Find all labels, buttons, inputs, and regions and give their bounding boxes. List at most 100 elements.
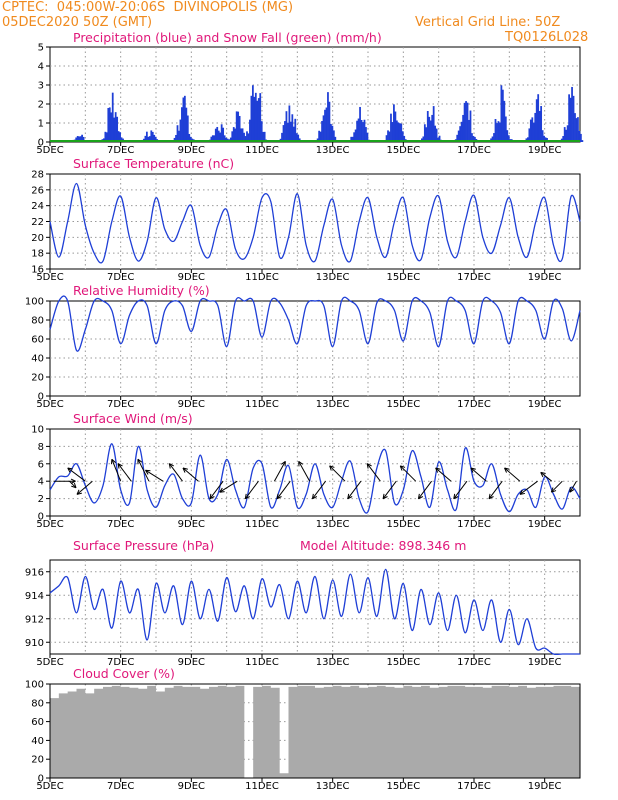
precip-bar <box>79 136 82 142</box>
precip-bar <box>237 111 240 142</box>
precip-bar <box>319 131 322 142</box>
y-tick-label: 24 <box>31 201 44 212</box>
panel-title: Precipitation (blue) and Snow Fall (gree… <box>73 30 382 45</box>
precip-bar <box>562 136 565 142</box>
x-tick-label: 17DEC <box>457 272 491 283</box>
precip-bar <box>288 105 291 142</box>
precip-bar <box>535 99 538 142</box>
precip-bar <box>210 136 213 142</box>
precip-bar <box>538 110 541 142</box>
panel-1: Surface Temperature (nC) 16 18 20 22 24 26 28 5D… <box>31 156 581 283</box>
precip-bar <box>117 131 120 142</box>
x-tick-label: 15DEC <box>386 657 420 668</box>
panel-title: Surface Pressure (hPa) <box>73 538 214 553</box>
panel-frame-top <box>49 683 581 779</box>
precip-bar <box>466 102 469 142</box>
precip-bar <box>251 85 254 142</box>
precip-bar <box>257 98 260 142</box>
x-tick-label: 19DEC <box>528 399 562 410</box>
precip-bar <box>178 130 180 142</box>
panel-title: Surface Wind (m/s) <box>73 411 193 426</box>
y-tick-label: 5 <box>38 43 44 54</box>
x-tick-label: 13DEC <box>316 519 350 530</box>
precip-bar <box>472 135 475 142</box>
precip-bar <box>474 136 476 142</box>
precip-bar <box>434 125 437 142</box>
precip-bar <box>351 136 354 142</box>
wind-vector-head <box>280 460 286 467</box>
wind-vector-head <box>117 463 123 469</box>
precip-bar <box>546 137 548 142</box>
wind-vector-head <box>298 460 304 467</box>
precip-bar <box>262 131 265 142</box>
y-tick-label: 40 <box>31 736 44 747</box>
precip-bar <box>568 94 570 142</box>
precip-bar <box>81 134 83 142</box>
wind-vector-head <box>329 465 335 471</box>
x-tick-label: 9DEC <box>178 519 205 530</box>
x-tick-label: 7DEC <box>107 145 134 156</box>
x-tick-label: 13DEC <box>316 272 350 283</box>
wind-vector <box>137 458 150 482</box>
precip-bar <box>493 133 495 142</box>
wind-vector <box>488 480 503 500</box>
precip-bar <box>282 125 285 142</box>
wind-vector-head <box>550 487 557 493</box>
precip-bar <box>325 107 328 142</box>
wind-vector-head <box>276 493 282 500</box>
precip-bar <box>234 128 237 142</box>
precip-bar <box>249 119 251 142</box>
wind-vector-head <box>219 487 225 493</box>
precip-bar <box>144 135 147 142</box>
y-tick-label: 912 <box>25 614 44 625</box>
precip-bar <box>463 102 466 142</box>
wind-vector-head <box>470 467 476 473</box>
y-tick-label: 4 <box>38 477 44 488</box>
precip-bar <box>145 131 148 142</box>
y-tick-label: 3 <box>38 81 44 92</box>
y-tick-label: 20 <box>31 233 44 244</box>
x-tick-label: 11DEC <box>245 781 279 792</box>
wind-vector-head <box>504 467 510 473</box>
precip-bar <box>120 137 123 142</box>
precip-bar <box>569 97 572 142</box>
panel-4: Surface Pressure (hPa) Model Altitude: 89… <box>25 538 581 668</box>
precip-bar <box>181 107 183 142</box>
wind-vector <box>145 469 164 482</box>
precip-bar <box>250 95 253 142</box>
x-tick-label: 7DEC <box>107 519 134 530</box>
precip-bar <box>111 92 114 142</box>
wind-vector-head <box>111 458 116 465</box>
precip-bar <box>285 111 288 142</box>
precip-bar <box>321 120 323 142</box>
precip-bar <box>363 119 366 142</box>
precip-bar <box>356 120 358 142</box>
precip-bar <box>292 126 295 142</box>
x-tick-label: 11DEC <box>245 399 279 410</box>
series-line <box>49 568 580 656</box>
wind-vector <box>504 467 521 482</box>
precip-bar <box>256 100 259 142</box>
precip-bar <box>572 95 575 142</box>
precip-bar <box>322 115 325 142</box>
precip-bar <box>332 130 335 142</box>
precip-bar <box>365 127 367 142</box>
precip-bar <box>183 95 186 142</box>
panel-frame <box>49 559 581 655</box>
y-tick-label: 20 <box>31 373 44 384</box>
precip-bar <box>114 112 117 142</box>
wind-vector-head <box>435 467 441 473</box>
precip-bar <box>104 131 107 142</box>
x-tick-label: 9DEC <box>178 657 205 668</box>
precip-bar <box>438 135 441 142</box>
precip-bar <box>537 94 540 142</box>
wind-vector <box>69 480 77 489</box>
precip-bar <box>76 136 79 142</box>
precip-bar <box>220 124 223 142</box>
precip-bar <box>116 116 119 142</box>
y-tick-label: 60 <box>31 717 44 728</box>
precip-bar <box>469 110 472 142</box>
y-tick-label: 0 <box>38 392 44 403</box>
wind-vector <box>276 480 291 500</box>
precip-bar <box>246 131 248 142</box>
